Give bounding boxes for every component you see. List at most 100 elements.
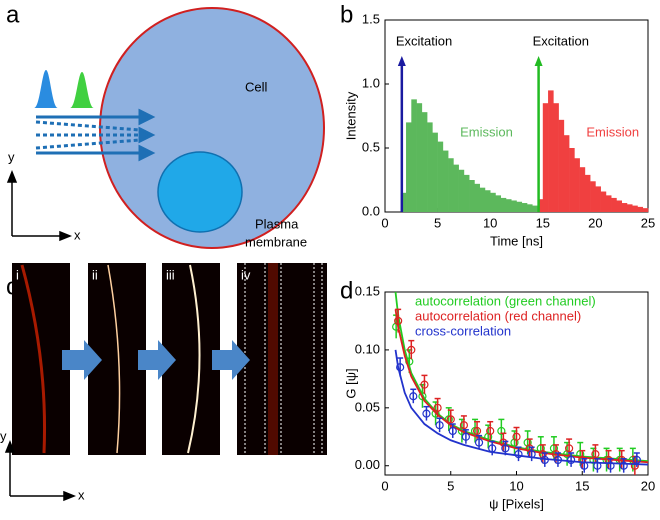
axis-label: x bbox=[78, 487, 85, 502]
image-strips: i ii iii iv y x bbox=[0, 263, 327, 502]
point bbox=[630, 461, 639, 470]
point bbox=[619, 461, 628, 470]
point bbox=[578, 455, 587, 465]
bar bbox=[605, 195, 612, 212]
point bbox=[461, 432, 470, 441]
point bbox=[553, 455, 563, 465]
bar bbox=[600, 191, 607, 212]
y-axis-label: Intensity bbox=[343, 91, 358, 140]
bar bbox=[500, 197, 507, 212]
bar bbox=[569, 148, 575, 212]
annotation: Excitation bbox=[533, 33, 589, 48]
point bbox=[580, 461, 589, 470]
point bbox=[433, 403, 442, 412]
point bbox=[499, 438, 508, 447]
cell-label: Cell bbox=[245, 79, 268, 94]
bar bbox=[411, 99, 417, 212]
point bbox=[488, 444, 497, 453]
bar bbox=[621, 203, 628, 212]
x-tick-label: 0 bbox=[381, 478, 388, 493]
bar bbox=[458, 169, 465, 212]
bar bbox=[448, 158, 454, 212]
frame-label: iii bbox=[166, 267, 175, 282]
frame-label: i bbox=[16, 267, 19, 282]
point bbox=[497, 426, 506, 436]
point bbox=[431, 409, 440, 418]
bar bbox=[511, 200, 517, 212]
frame bbox=[237, 263, 327, 455]
point bbox=[407, 345, 416, 355]
beam-arrows bbox=[35, 108, 156, 162]
pulse bbox=[34, 70, 58, 108]
bar bbox=[584, 174, 591, 212]
bar bbox=[579, 167, 586, 212]
bar bbox=[453, 164, 459, 212]
bar bbox=[527, 204, 533, 212]
bar bbox=[495, 195, 502, 212]
point bbox=[593, 461, 602, 470]
panel-label: d bbox=[340, 277, 353, 304]
point bbox=[418, 392, 427, 401]
y-tick-label: 0.05 bbox=[355, 399, 380, 414]
axis-label: y bbox=[0, 428, 7, 443]
y-tick-label: 0.00 bbox=[355, 457, 380, 472]
bar bbox=[548, 90, 554, 212]
fit-curve bbox=[394, 349, 649, 466]
point bbox=[525, 444, 534, 453]
point bbox=[422, 409, 431, 418]
bar bbox=[416, 103, 423, 212]
y-tick-label: 1.0 bbox=[362, 75, 380, 90]
bar bbox=[642, 208, 649, 212]
legend-entry: cross-correlation bbox=[415, 323, 511, 338]
point bbox=[420, 380, 429, 389]
legend-entry: autocorrelation (red channel) bbox=[415, 308, 581, 323]
bar bbox=[563, 135, 570, 212]
x-axis-label: Time [ns] bbox=[490, 233, 543, 248]
membrane-label: Plasma bbox=[255, 216, 299, 231]
point bbox=[591, 450, 600, 459]
x-axis-label: ψ [Pixels] bbox=[489, 496, 544, 511]
point bbox=[512, 432, 521, 441]
point bbox=[514, 450, 523, 459]
legend-entry: autocorrelation (green channel) bbox=[415, 293, 596, 308]
nucleus bbox=[157, 151, 243, 233]
pulse bbox=[70, 72, 94, 108]
point bbox=[435, 421, 444, 430]
bar bbox=[421, 112, 428, 212]
bar bbox=[432, 132, 438, 212]
arrow-head bbox=[534, 56, 543, 66]
step-arrows bbox=[62, 340, 250, 380]
x-tick-label: 5 bbox=[434, 215, 441, 230]
point bbox=[538, 450, 547, 459]
point bbox=[448, 426, 457, 436]
y-axis-label: G [ψ] bbox=[343, 368, 358, 398]
bar bbox=[611, 197, 617, 212]
point bbox=[472, 426, 482, 436]
cell-diagram: Cell Plasma membrane y x bbox=[6, 7, 325, 249]
point bbox=[474, 438, 484, 447]
bar bbox=[632, 205, 638, 212]
y-tick-label: 0.15 bbox=[355, 283, 380, 298]
point bbox=[396, 363, 405, 372]
y-tick-label: 1.5 bbox=[362, 11, 380, 26]
point bbox=[566, 455, 576, 465]
point bbox=[540, 455, 549, 465]
series-label: Emission bbox=[460, 125, 513, 140]
annotation: Excitation bbox=[396, 33, 452, 48]
bar bbox=[616, 200, 622, 212]
y-tick-label: 0.10 bbox=[355, 341, 380, 356]
point bbox=[564, 444, 574, 453]
axis-label: x bbox=[74, 227, 81, 242]
point bbox=[459, 421, 468, 430]
bar bbox=[521, 203, 528, 212]
membrane-label: membrane bbox=[245, 234, 307, 249]
point bbox=[510, 438, 519, 447]
panel-label: a bbox=[6, 1, 20, 28]
bar bbox=[626, 204, 633, 212]
bar bbox=[469, 180, 475, 212]
bar bbox=[490, 192, 496, 212]
x-tick-label: 25 bbox=[641, 215, 655, 230]
x-tick-label: 5 bbox=[447, 478, 454, 493]
bar bbox=[595, 186, 601, 212]
